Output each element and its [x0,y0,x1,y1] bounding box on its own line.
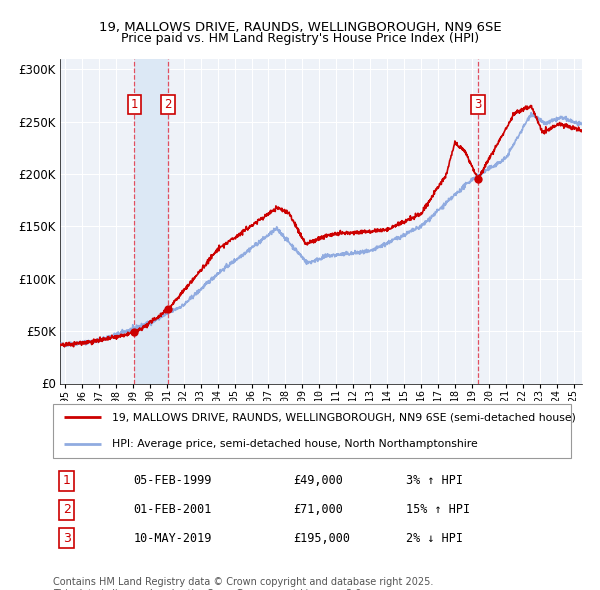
Text: Price paid vs. HM Land Registry's House Price Index (HPI): Price paid vs. HM Land Registry's House … [121,32,479,45]
Text: 01-FEB-2001: 01-FEB-2001 [133,503,212,516]
Text: HPI: Average price, semi-detached house, North Northamptonshire: HPI: Average price, semi-detached house,… [112,440,478,449]
Text: 15% ↑ HPI: 15% ↑ HPI [406,503,470,516]
Text: £71,000: £71,000 [293,503,344,516]
FancyBboxPatch shape [53,404,571,458]
Bar [134,59,168,384]
Text: 05-FEB-1999: 05-FEB-1999 [133,474,212,487]
Text: 3: 3 [474,98,482,111]
Text: 2: 2 [164,98,172,111]
Text: £49,000: £49,000 [293,474,344,487]
Text: 1: 1 [63,474,71,487]
Text: £195,000: £195,000 [293,532,350,545]
Text: 19, MALLOWS DRIVE, RAUNDS, WELLINGBOROUGH, NN9 6SE: 19, MALLOWS DRIVE, RAUNDS, WELLINGBOROUG… [98,21,502,34]
Text: 2: 2 [63,503,71,516]
Text: Contains HM Land Registry data © Crown copyright and database right 2025.
This d: Contains HM Land Registry data © Crown c… [53,577,434,590]
Text: 3: 3 [63,532,71,545]
Text: 10-MAY-2019: 10-MAY-2019 [133,532,212,545]
Text: 2% ↓ HPI: 2% ↓ HPI [406,532,463,545]
Text: 3% ↑ HPI: 3% ↑ HPI [406,474,463,487]
Text: 1: 1 [131,98,138,111]
Text: 19, MALLOWS DRIVE, RAUNDS, WELLINGBOROUGH, NN9 6SE (semi-detached house): 19, MALLOWS DRIVE, RAUNDS, WELLINGBOROUG… [112,412,576,422]
